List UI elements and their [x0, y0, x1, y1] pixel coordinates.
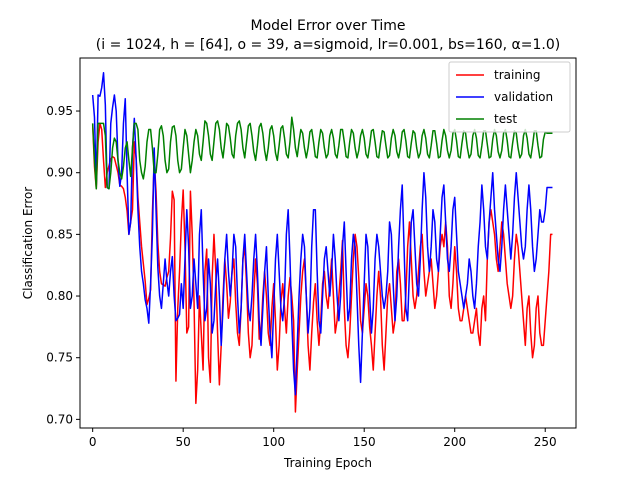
y-tick-label: 0.90 [46, 166, 73, 180]
x-tick-label: 150 [353, 435, 376, 449]
series-line-training [91, 122, 553, 413]
y-tick-label: 0.80 [46, 289, 73, 303]
y-tick-label: 0.75 [46, 351, 73, 365]
legend-label-validation: validation [494, 90, 553, 104]
series-line-test [91, 116, 553, 190]
x-tick-label: 250 [534, 435, 557, 449]
y-tick-label: 0.95 [46, 104, 73, 118]
y-axis-label: Classification Error [21, 187, 35, 300]
legend: training validation test [448, 61, 571, 133]
x-tick-label: 100 [262, 435, 285, 449]
x-tick-label: 0 [89, 435, 97, 449]
legend-box [448, 61, 571, 133]
x-axis: 0 50 100 150 200 250 [89, 428, 557, 449]
legend-label-training: training [494, 68, 541, 82]
y-tick-label: 0.85 [46, 227, 73, 241]
chart-title: Model Error over Time [251, 18, 406, 34]
legend-label-test: test [494, 112, 517, 126]
axes-frame [79, 57, 577, 429]
y-tick-label: 0.70 [46, 412, 73, 426]
series-line-validation [91, 72, 553, 396]
x-tick-label: 200 [443, 435, 466, 449]
chart-subtitle: (i = 1024, h = [64], o = 39, a=sigmoid, … [96, 37, 560, 53]
x-axis-label: Training Epoch [283, 456, 372, 470]
x-tick-label: 50 [176, 435, 191, 449]
series-layer [91, 72, 553, 413]
y-axis: 0.70 0.75 0.80 0.85 0.90 0.95 [46, 104, 80, 426]
